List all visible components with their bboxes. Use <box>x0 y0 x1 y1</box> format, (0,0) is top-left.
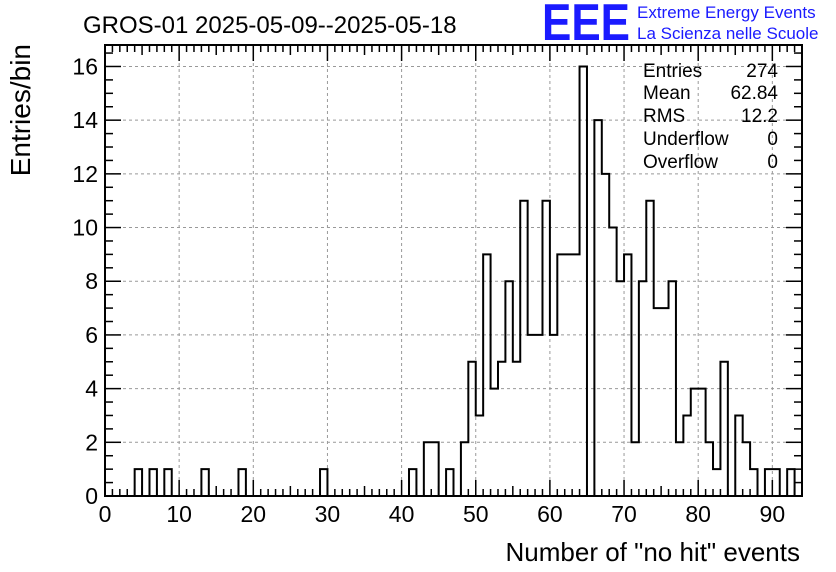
stat-rms-value: 12.2 <box>741 106 778 127</box>
x-tick-label: 50 <box>463 501 489 527</box>
grid-lines <box>105 45 802 496</box>
stat-rms-label: RMS <box>643 106 685 127</box>
logo-mark: EEE <box>542 0 630 52</box>
stat-entries-label: Entries <box>643 61 702 82</box>
x-axis-label: Number of "no hit" events <box>506 537 801 567</box>
stat-overflow-label: Overflow <box>643 152 718 173</box>
stat-underflow-value: 0 <box>767 129 778 150</box>
stat-underflow-label: Underflow <box>643 129 729 150</box>
x-tick-label: 40 <box>389 501 415 527</box>
chart-title: GROS-01 2025-05-09--2025-05-18 <box>83 12 457 39</box>
x-tick-label: 0 <box>99 501 112 527</box>
stat-mean-label: Mean <box>643 83 691 104</box>
y-tick-label: 12 <box>72 161 98 187</box>
x-tick-label: 10 <box>166 501 192 527</box>
logo-line-1: Extreme Energy Events <box>637 3 816 22</box>
x-tick-label: 70 <box>611 501 637 527</box>
stat-entries-value: 274 <box>746 61 778 82</box>
x-tick-label: 60 <box>537 501 563 527</box>
x-tick-label: 20 <box>241 501 267 527</box>
logo-line-2: La Scienza nelle Scuole <box>637 24 818 43</box>
y-tick-label: 4 <box>85 376 98 402</box>
y-axis: 0 2 4 6 8 10 12 14 16 <box>72 52 802 509</box>
x-tick-label: 90 <box>760 501 786 527</box>
y-tick-label: 10 <box>72 215 98 241</box>
eee-logo: EEE Extreme Energy Events La Scienza nel… <box>542 0 818 52</box>
plot-frame <box>104 44 803 497</box>
y-tick-label: 0 <box>85 483 98 509</box>
x-axis: 0 10 20 30 40 50 60 70 80 90 <box>99 45 803 527</box>
y-tick-label: 14 <box>72 107 98 133</box>
stat-mean-value: 62.84 <box>730 83 778 104</box>
stats-box: Entries 274 Mean 62.84 RMS 12.2 Underflo… <box>643 61 778 173</box>
stat-overflow-value: 0 <box>767 152 778 173</box>
y-tick-label: 16 <box>72 53 98 79</box>
x-tick-label: 80 <box>685 501 711 527</box>
y-tick-label: 2 <box>85 429 98 455</box>
y-axis-label: Entries/bin <box>5 44 36 176</box>
y-tick-label: 6 <box>85 322 98 348</box>
y-tick-label: 8 <box>85 268 98 294</box>
x-tick-label: 30 <box>315 501 341 527</box>
